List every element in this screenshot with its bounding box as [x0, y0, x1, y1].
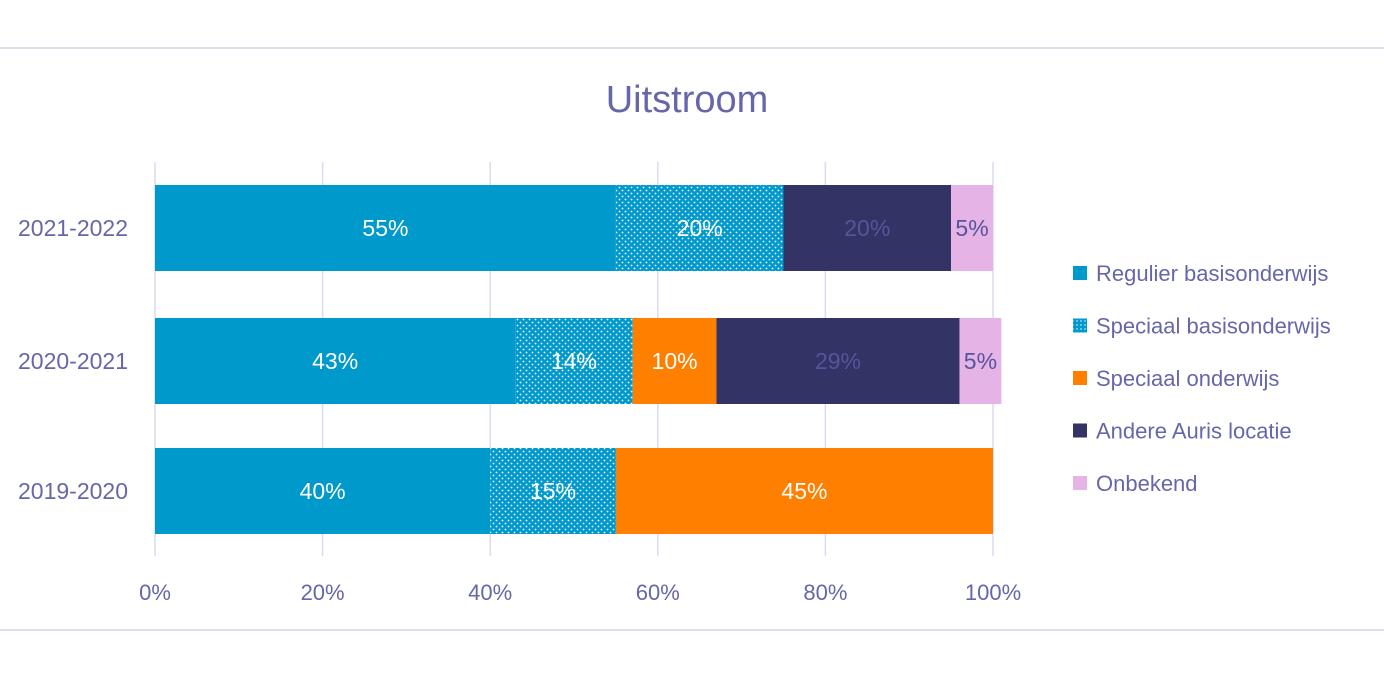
x-axis-ticks: 0% 20% 40% 60% 80% 100% — [139, 580, 1021, 605]
y-axis-categories: 2021-2022 2020-2021 2019-2020 — [18, 215, 128, 504]
data-label: 29% — [815, 348, 861, 374]
bar-segment — [716, 318, 960, 404]
bar-segment — [515, 318, 633, 404]
y-category-label: 2019-2020 — [18, 478, 128, 504]
y-category-label: 2020-2021 — [18, 348, 128, 374]
data-label: 20% — [844, 215, 890, 241]
legend-swatch — [1073, 423, 1087, 438]
bars: 55% 20% 20% 5% 43% 14% 10% 29% 5% 40% 15% 45% — [155, 185, 1002, 534]
data-label: 15% — [530, 478, 576, 504]
data-label: 40% — [300, 478, 346, 504]
legend-swatch — [1073, 371, 1087, 385]
legend-label: Speciaal onderwijs — [1096, 366, 1279, 391]
bar-segment — [155, 318, 516, 404]
x-tick-label: 40% — [468, 580, 512, 605]
legend-label: Regulier basisonderwijs — [1096, 261, 1328, 286]
legend: Regulier basisonderwijs Speciaal basisond… — [1073, 261, 1331, 496]
legend-label: Andere Auris locatie — [1096, 419, 1292, 444]
x-tick-label: 80% — [803, 580, 847, 605]
data-label: 43% — [312, 348, 358, 374]
bar-segment — [155, 185, 616, 271]
x-tick-label: 100% — [965, 580, 1021, 605]
data-label: 5% — [955, 215, 988, 241]
data-label: 14% — [551, 348, 597, 374]
x-tick-label: 60% — [636, 580, 680, 605]
x-tick-label: 0% — [139, 580, 171, 605]
data-label: 20% — [677, 215, 723, 241]
chart-title: Uitstroom — [606, 79, 769, 121]
bar-segment — [490, 448, 616, 534]
bar-segment — [951, 185, 993, 271]
data-label: 10% — [652, 348, 698, 374]
legend-label: Onbekend — [1096, 471, 1198, 496]
bar-segment — [959, 318, 1002, 404]
legend-label: Speciaal basisonderwijs — [1096, 314, 1331, 339]
bar-segment — [615, 185, 784, 271]
bar-segment — [615, 448, 993, 534]
y-category-label: 2021-2022 — [18, 215, 128, 241]
legend-swatch — [1073, 476, 1087, 490]
bar-segment — [155, 448, 491, 534]
data-label: 5% — [964, 348, 997, 374]
data-label: 45% — [781, 478, 827, 504]
bar-segment — [632, 318, 717, 404]
bar-segment — [783, 185, 952, 271]
data-label: 55% — [362, 215, 408, 241]
legend-swatch — [1073, 318, 1087, 333]
x-tick-label: 20% — [301, 580, 345, 605]
legend-swatch — [1073, 266, 1087, 280]
